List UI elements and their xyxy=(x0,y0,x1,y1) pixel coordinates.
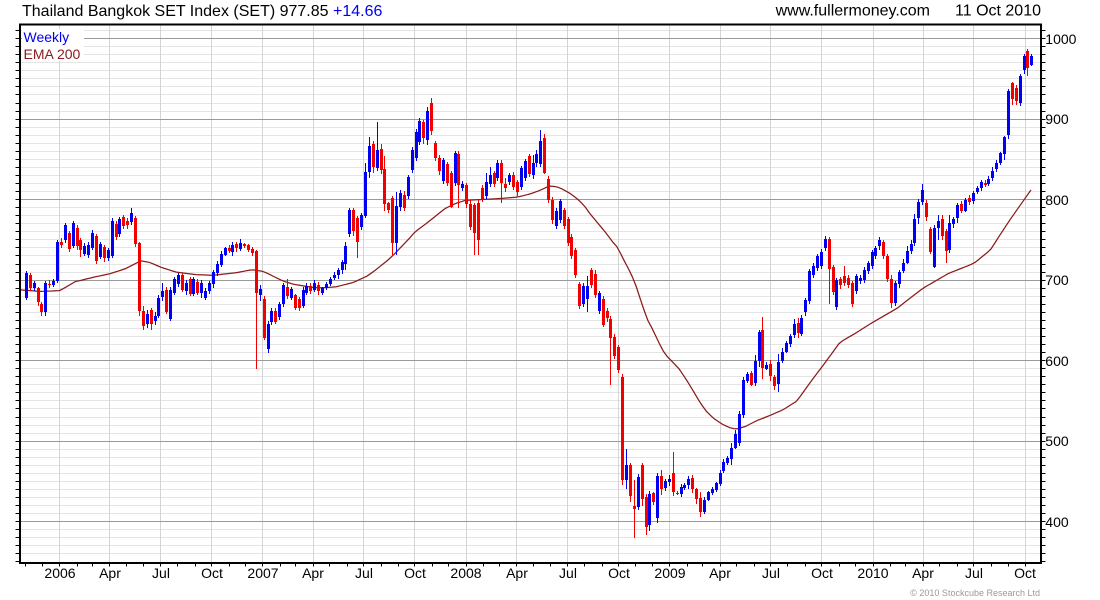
svg-text:Oct: Oct xyxy=(811,565,833,581)
svg-text:2008: 2008 xyxy=(450,565,481,581)
svg-text:Jul: Jul xyxy=(355,565,373,581)
svg-text:Oct: Oct xyxy=(608,565,630,581)
svg-text:Jul: Jul xyxy=(965,565,983,581)
svg-text:Apr: Apr xyxy=(709,565,731,581)
svg-text:800: 800 xyxy=(1045,192,1069,208)
svg-text:Apr: Apr xyxy=(506,565,528,581)
svg-text:500: 500 xyxy=(1045,433,1069,449)
svg-text:2006: 2006 xyxy=(44,565,75,581)
svg-text:1000: 1000 xyxy=(1045,31,1076,47)
svg-text:400: 400 xyxy=(1045,514,1069,530)
svg-text:Oct: Oct xyxy=(201,565,223,581)
svg-text:Jul: Jul xyxy=(152,565,170,581)
svg-text:700: 700 xyxy=(1045,272,1069,288)
svg-text:Apr: Apr xyxy=(302,565,324,581)
svg-text:© 2010 Stockcube Research Ltd: © 2010 Stockcube Research Ltd xyxy=(910,588,1040,598)
svg-text:900: 900 xyxy=(1045,111,1069,127)
svg-text:2007: 2007 xyxy=(247,565,278,581)
svg-text:Oct: Oct xyxy=(1014,565,1036,581)
svg-text:Apr: Apr xyxy=(99,565,121,581)
svg-text:600: 600 xyxy=(1045,353,1069,369)
svg-text:2009: 2009 xyxy=(654,565,685,581)
svg-text:www.fullermoney.com: www.fullermoney.com xyxy=(775,3,930,20)
svg-text:Oct: Oct xyxy=(404,565,426,581)
svg-text:Thailand Bangkok SET Index (SE: Thailand Bangkok SET Index (SET) 977.85 … xyxy=(22,3,382,20)
svg-text:Apr: Apr xyxy=(912,565,934,581)
svg-text:2010: 2010 xyxy=(857,565,888,581)
svg-text:Jul: Jul xyxy=(559,565,577,581)
svg-text:Jul: Jul xyxy=(762,565,780,581)
svg-text:Weekly: Weekly xyxy=(24,29,70,45)
svg-text:EMA 200: EMA 200 xyxy=(24,46,81,62)
svg-text:11 Oct 2010: 11 Oct 2010 xyxy=(955,3,1041,20)
